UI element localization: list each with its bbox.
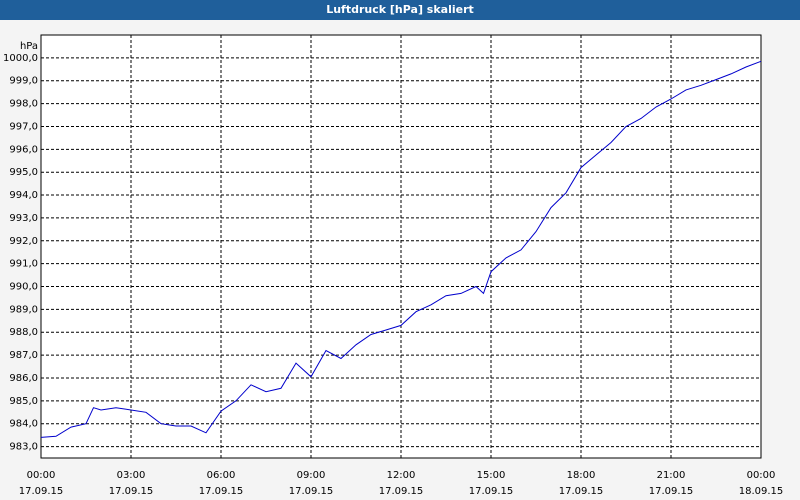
y-tick-label: 998,0 — [9, 99, 38, 110]
x-tick-date: 17.09.15 — [559, 486, 604, 497]
y-tick-label: 992,0 — [9, 236, 38, 247]
y-tick-label: 989,0 — [9, 304, 38, 315]
x-tick-label: 00:00 — [27, 470, 56, 481]
y-tick-label: 984,0 — [9, 419, 38, 430]
y-tick-label: 983,0 — [9, 442, 38, 453]
y-tick-label: 988,0 — [9, 327, 38, 338]
x-tick-date: 17.09.15 — [649, 486, 694, 497]
x-tick-label: 03:00 — [117, 470, 146, 481]
y-tick-label: 986,0 — [9, 373, 38, 384]
x-tick-date: 17.09.15 — [379, 486, 424, 497]
y-tick-label: 999,0 — [9, 76, 38, 87]
x-tick-date: 17.09.15 — [19, 486, 64, 497]
title-bar — [0, 0, 800, 20]
y-tick-label: 985,0 — [9, 396, 38, 407]
y-tick-label: 996,0 — [9, 144, 38, 155]
x-tick-date: 17.09.15 — [199, 486, 244, 497]
data-line — [40, 60, 762, 438]
x-tick-date: 17.09.15 — [109, 486, 154, 497]
y-tick-label: 995,0 — [9, 167, 38, 178]
x-tick-date: 17.09.15 — [289, 486, 334, 497]
x-tick-label: 09:00 — [297, 470, 326, 481]
x-tick-label: 12:00 — [387, 470, 416, 481]
x-tick-label: 00:00 — [747, 470, 776, 481]
y-tick-label: 990,0 — [9, 282, 38, 293]
x-tick-label: 21:00 — [657, 470, 686, 481]
y-tick-label: 991,0 — [9, 259, 38, 270]
x-tick-date: 18.09.15 — [739, 486, 784, 497]
chart-title: Luftdruck [hPa] skaliert — [326, 3, 474, 16]
x-tick-label: 18:00 — [567, 470, 596, 481]
y-tick-label: 994,0 — [9, 190, 38, 201]
y-tick-label: 1000,0 — [3, 53, 38, 64]
y-tick-label: 993,0 — [9, 213, 38, 224]
y-axis-label: hPa — [20, 41, 38, 52]
x-tick-label: 06:00 — [207, 470, 236, 481]
y-tick-label: 997,0 — [9, 121, 38, 132]
x-tick-label: 15:00 — [477, 470, 506, 481]
y-tick-label: 987,0 — [9, 350, 38, 361]
x-tick-date: 17.09.15 — [469, 486, 514, 497]
